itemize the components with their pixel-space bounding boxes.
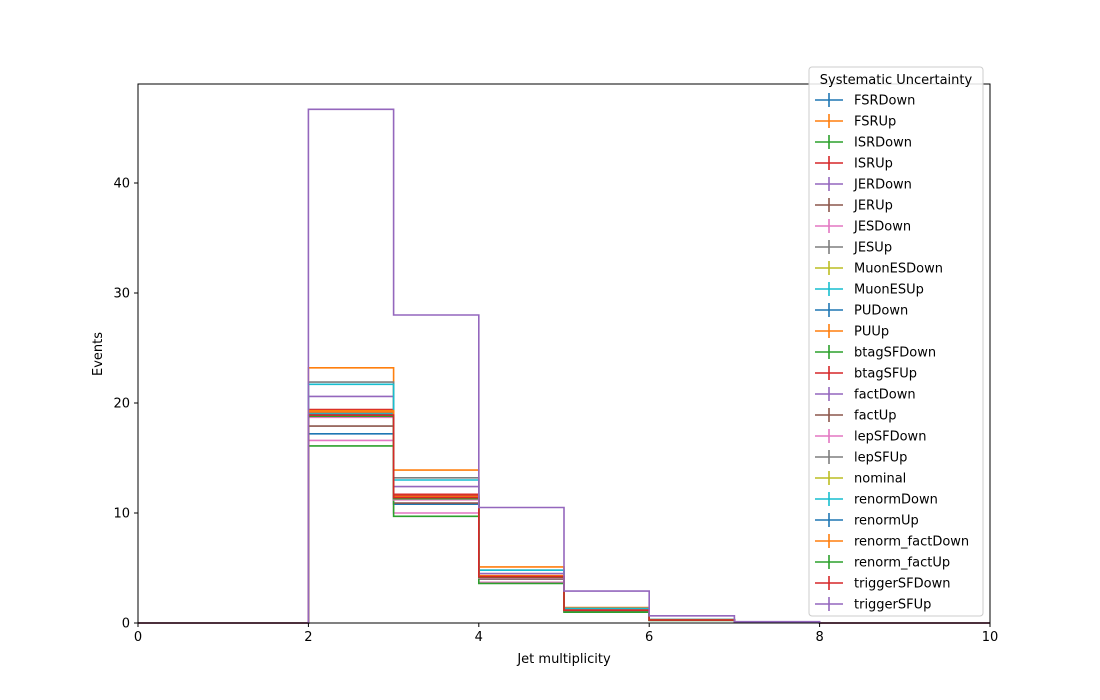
legend-label: PUDown bbox=[854, 304, 908, 319]
x-tick-label: 2 bbox=[304, 630, 312, 645]
legend-label: factUp bbox=[854, 409, 897, 424]
legend-item-FSRUp: FSRUp bbox=[815, 114, 896, 130]
x-tick-label: 8 bbox=[815, 630, 823, 645]
legend-label: renormDown bbox=[854, 493, 938, 508]
legend-title: Systematic Uncertainty bbox=[820, 73, 973, 88]
legend-label: ISRUp bbox=[854, 157, 893, 172]
legend-label: factDown bbox=[854, 388, 916, 403]
y-tick-label: 10 bbox=[113, 507, 130, 522]
legend-item-FSRDown: FSRDown bbox=[815, 93, 915, 109]
legend-label: nominal bbox=[854, 472, 906, 487]
legend-label: JESDown bbox=[853, 220, 911, 235]
legend-item-JERDown: JERDown bbox=[815, 177, 912, 193]
legend-label: MuonESUp bbox=[854, 283, 924, 298]
legend-item-triggerSFDown: triggerSFDown bbox=[815, 576, 950, 592]
legend-label: FSRDown bbox=[854, 94, 915, 109]
legend-item-MuonESUp: MuonESUp bbox=[815, 282, 924, 298]
x-axis-label: Jet multiplicity bbox=[516, 652, 611, 667]
legend-label: lepSFUp bbox=[854, 451, 907, 466]
legend-label: renorm_factUp bbox=[854, 556, 950, 571]
legend: Systematic Uncertainty FSRDown FSRUp ISRDo… bbox=[808, 66, 984, 617]
legend-label: JESUp bbox=[853, 241, 892, 256]
legend-label: MuonESDown bbox=[854, 262, 943, 277]
legend-item-triggerSFUp: triggerSFUp bbox=[815, 597, 931, 613]
y-tick-label: 30 bbox=[113, 287, 130, 302]
legend-item-PUDown: PUDown bbox=[815, 303, 908, 319]
legend-item-ISRDown: ISRDown bbox=[815, 135, 912, 151]
ticks-layer: 0 2 4 6 8 10 0 10 20 30 40 bbox=[113, 177, 998, 646]
legend-label: btagSFUp bbox=[854, 367, 917, 382]
legend-label: renorm_factDown bbox=[854, 535, 969, 550]
legend-item-JESUp: JESUp bbox=[815, 240, 892, 256]
legend-label: JERDown bbox=[853, 178, 912, 193]
legend-item-renormDown: renormDown bbox=[815, 492, 938, 508]
series-line-triggerSFUp bbox=[138, 108, 990, 624]
legend-item-JERUp: JERUp bbox=[815, 198, 893, 214]
legend-item-lepSFUp: lepSFUp bbox=[815, 450, 907, 466]
legend-label: renormUp bbox=[854, 514, 919, 529]
legend-item-renorm_factUp: renorm_factUp bbox=[815, 555, 950, 571]
legend-label: triggerSFDown bbox=[854, 577, 950, 592]
axes-frame bbox=[137, 83, 991, 624]
legend-label: ISRDown bbox=[854, 136, 912, 151]
legend-box bbox=[808, 66, 984, 617]
legend-item-btagSFDown: btagSFDown bbox=[815, 345, 936, 361]
y-tick-label: 20 bbox=[113, 397, 130, 412]
x-tick-label: 6 bbox=[645, 630, 653, 645]
legend-item-btagSFUp: btagSFUp bbox=[815, 366, 917, 382]
legend-label: FSRUp bbox=[854, 115, 896, 130]
x-tick-label: 4 bbox=[475, 630, 483, 645]
legend-item-factUp: factUp bbox=[815, 408, 897, 424]
legend-item-renorm_factDown: renorm_factDown bbox=[815, 534, 969, 550]
y-axis-label: Events bbox=[91, 332, 106, 376]
legend-item-MuonESDown: MuonESDown bbox=[815, 261, 943, 277]
legend-label: PUUp bbox=[854, 325, 889, 340]
legend-item-renormUp: renormUp bbox=[815, 513, 919, 529]
legend-label: triggerSFUp bbox=[854, 598, 931, 613]
legend-item-nominal: nominal bbox=[815, 471, 906, 487]
y-tick-label: 40 bbox=[113, 177, 130, 192]
legend-item-lepSFDown: lepSFDown bbox=[815, 429, 926, 445]
legend-item-PUUp: PUUp bbox=[815, 324, 889, 340]
legend-label: btagSFDown bbox=[854, 346, 936, 361]
x-tick-label: 0 bbox=[134, 630, 142, 645]
legend-item-ISRUp: ISRUp bbox=[815, 156, 893, 172]
legend-item-JESDown: JESDown bbox=[815, 219, 911, 235]
y-tick-label: 0 bbox=[122, 617, 130, 632]
legend-items: FSRDown FSRUp ISRDown ISRUp JERDown JERUp JESD… bbox=[815, 93, 969, 613]
legend-label: JERUp bbox=[853, 199, 893, 214]
legend-item-factDown: factDown bbox=[815, 387, 916, 403]
x-tick-label: 10 bbox=[982, 630, 999, 645]
legend-label: lepSFDown bbox=[854, 430, 926, 445]
